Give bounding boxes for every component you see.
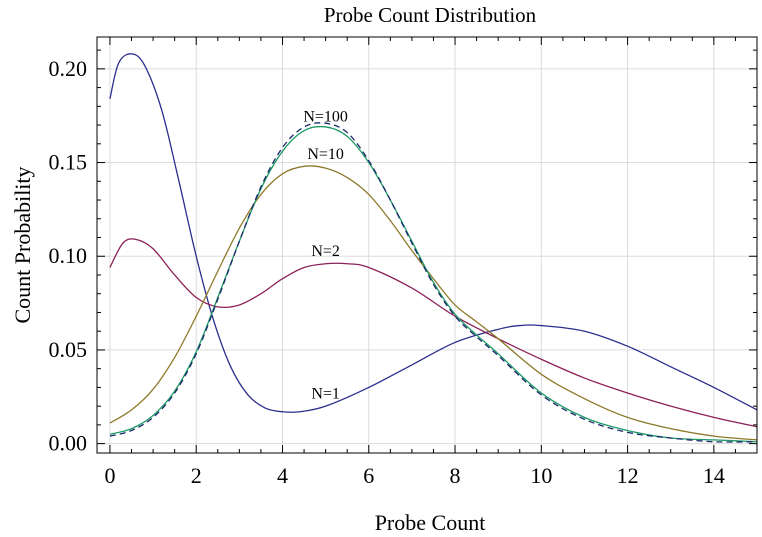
y-tick-label: 0.10 xyxy=(49,243,88,268)
x-tick-label: 8 xyxy=(450,463,461,488)
series-line-n-2 xyxy=(109,238,758,428)
series-labels: N=1 N=2 N=10 N=100 xyxy=(303,108,348,402)
series-line-n-10 xyxy=(109,165,758,441)
plot-frame xyxy=(96,36,758,454)
series-label-n-100: N=100 xyxy=(303,108,348,125)
series-label-n-1: N=1 xyxy=(311,386,340,403)
series-label-n-2: N=2 xyxy=(311,243,340,260)
series-line-n-100 xyxy=(109,125,758,443)
y-tick-label: 0.15 xyxy=(49,150,88,175)
y-tick-label: 0.05 xyxy=(49,337,88,362)
y-tick-label: 0.20 xyxy=(49,56,88,81)
series-label-n-10: N=10 xyxy=(307,146,344,163)
y-axis-label: Count Probability xyxy=(10,166,35,323)
grid-lines xyxy=(97,37,757,453)
x-tick-label: 0 xyxy=(104,463,115,488)
x-tick-label: 4 xyxy=(277,463,288,488)
x-tick-label: 6 xyxy=(363,463,374,488)
x-tick-label: 14 xyxy=(703,463,725,488)
axis-ticks: 0 2 4 6 8 10 12 14 0.00 0.05 0.10 0.15 0.20 xyxy=(49,37,758,488)
x-tick-label: 10 xyxy=(530,463,552,488)
series-lines xyxy=(109,53,758,443)
series-line-reference-4 xyxy=(109,122,758,443)
y-tick-label: 0.00 xyxy=(49,431,88,456)
x-tick-label: 2 xyxy=(191,463,202,488)
chart-title: Probe Count Distribution xyxy=(324,3,537,27)
x-tick-label: 12 xyxy=(617,463,639,488)
x-axis-label: Probe Count xyxy=(375,510,486,535)
series-line-n-1 xyxy=(109,53,758,414)
